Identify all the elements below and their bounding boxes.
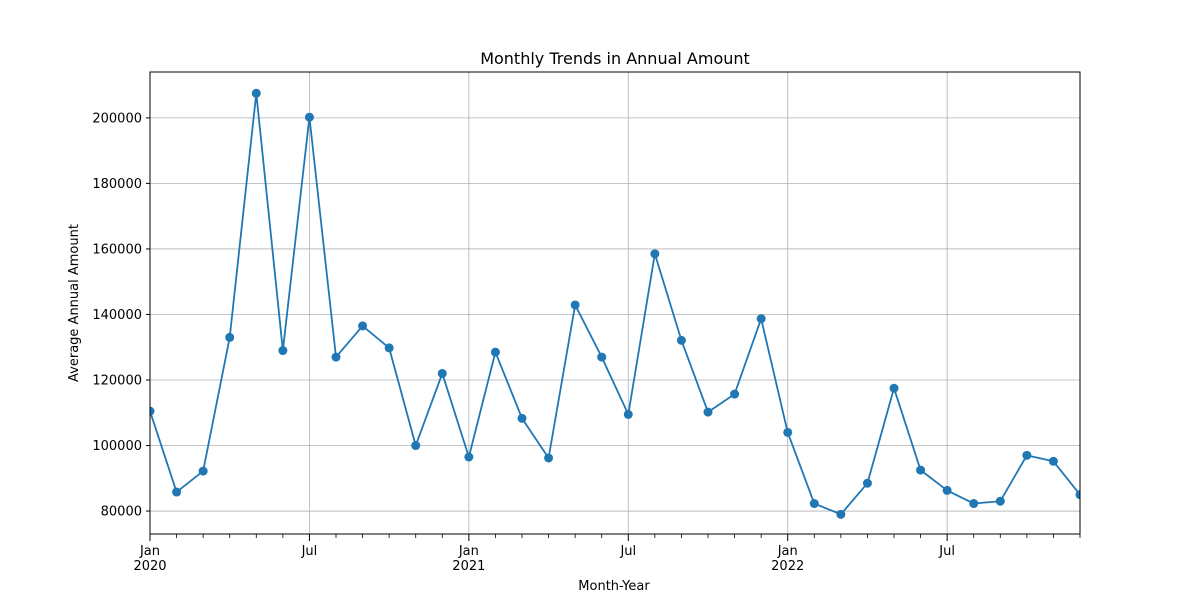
y-tick-label: 160000 <box>92 242 142 257</box>
data-point <box>597 352 607 362</box>
x-minor-ticks <box>176 534 1081 538</box>
y-tick-label: 100000 <box>92 439 142 454</box>
data-point <box>490 347 500 357</box>
data-point <box>544 453 554 463</box>
chart-title: Monthly Trends in Annual Amount <box>480 49 750 68</box>
data-point <box>889 383 899 393</box>
series-0 <box>150 88 1080 519</box>
data-point <box>650 249 660 259</box>
x-tick-label: Jan <box>777 544 798 559</box>
data-point <box>464 452 474 462</box>
x-tick-label: Jul <box>938 544 955 559</box>
data-point <box>623 409 633 419</box>
data-point <box>384 343 394 353</box>
grid-lines <box>149 72 1080 534</box>
data-point <box>225 332 235 342</box>
x-tick-year-label: 2022 <box>771 559 804 574</box>
data-point <box>517 413 527 423</box>
data-point <box>411 441 421 451</box>
x-tick-year-label: 2020 <box>133 559 166 574</box>
data-point <box>730 389 740 399</box>
data-point <box>756 314 766 324</box>
data-point <box>969 499 979 509</box>
x-tick-label: Jan <box>458 544 479 559</box>
data-point <box>1022 450 1032 460</box>
x-axis-title: Month-Year <box>578 579 650 594</box>
data-point <box>809 499 819 509</box>
data-point <box>916 465 926 475</box>
y-tick-label: 140000 <box>92 308 142 323</box>
data-point <box>703 407 713 417</box>
data-point <box>836 509 846 519</box>
data-point <box>783 427 793 437</box>
y-tick-label: 200000 <box>92 111 142 126</box>
data-point <box>304 112 314 122</box>
data-point <box>570 300 580 310</box>
data-point <box>198 466 208 476</box>
y-tick-label: 120000 <box>92 374 142 389</box>
data-point <box>995 496 1005 506</box>
data-point <box>1048 456 1058 466</box>
x-tick-label: Jul <box>619 544 636 559</box>
x-tick-year-label: 2021 <box>452 559 485 574</box>
series-line <box>150 92 1080 516</box>
data-point <box>676 335 686 345</box>
data-point <box>1075 490 1080 500</box>
data-point <box>331 352 341 362</box>
data-point <box>358 321 368 331</box>
y-tick-label: 80000 <box>101 505 142 520</box>
data-point <box>862 478 872 488</box>
y-axis-title: Average Annual Amount <box>67 224 82 382</box>
y-tick-label: 180000 <box>92 177 142 192</box>
data-point <box>251 88 261 98</box>
y-axis-ticks: 80000 100000 120000 140000 160000 180000 20000… <box>92 111 150 520</box>
x-tick-label: Jan <box>139 544 160 559</box>
data-point <box>172 487 182 497</box>
data-point <box>942 485 952 495</box>
plot-frame <box>149 71 1081 535</box>
data-point <box>150 406 155 416</box>
data-point <box>437 368 447 378</box>
series-group <box>150 88 1080 519</box>
x-tick-label: Jul <box>301 544 318 559</box>
data-point <box>278 346 288 356</box>
